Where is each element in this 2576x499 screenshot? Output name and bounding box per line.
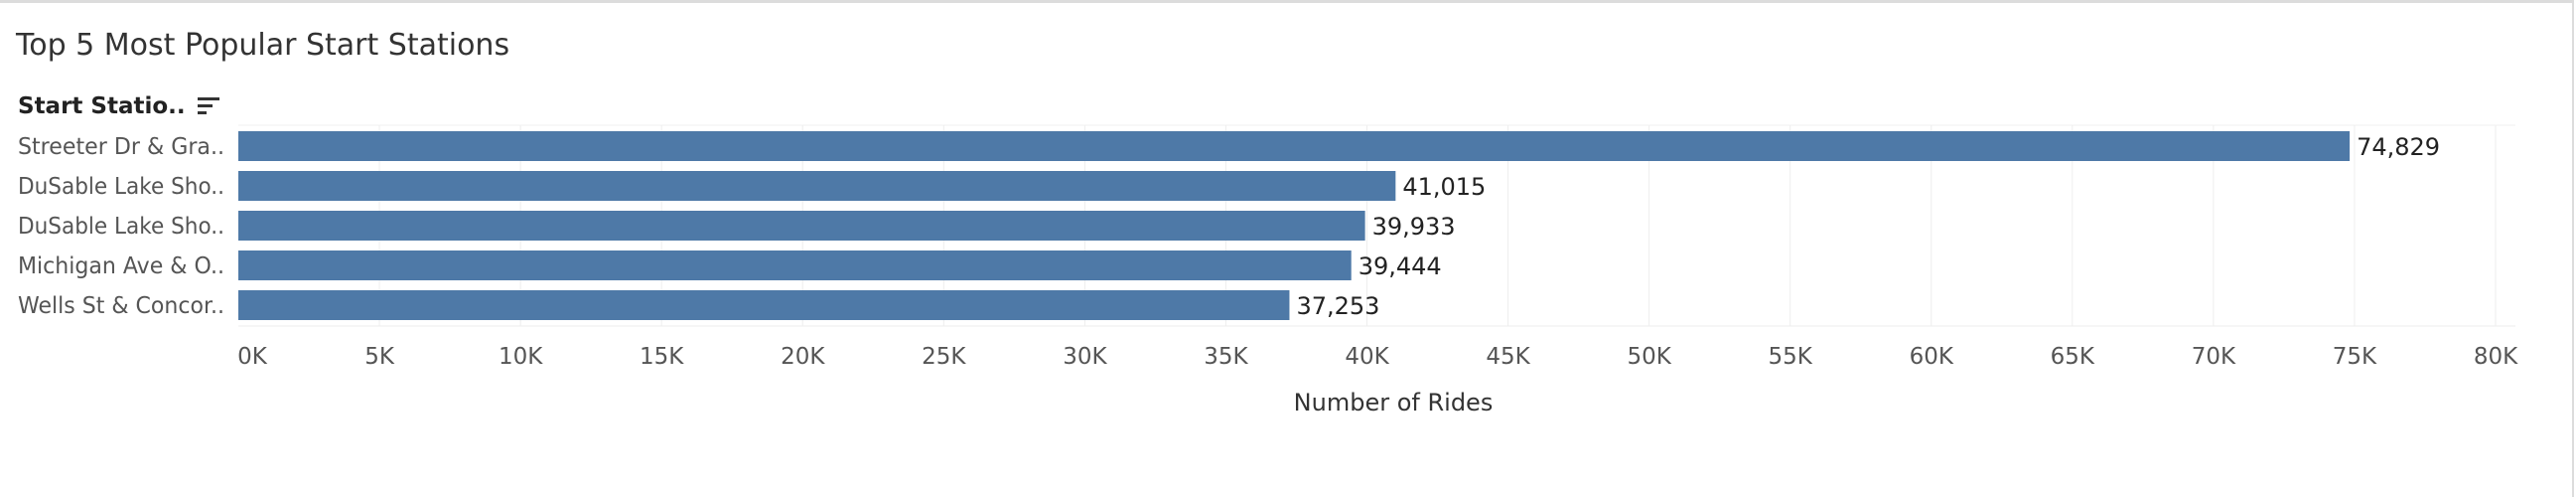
x-tick-label: 75K (2333, 344, 2377, 370)
row-header-label: Start Statio.. (18, 93, 186, 119)
x-tick-label: 80K (2474, 344, 2518, 370)
bar[interactable] (238, 211, 1365, 241)
bar-value-label: 39,933 (1372, 213, 1456, 241)
bar[interactable] (238, 290, 1290, 320)
x-tick-label: 55K (1769, 344, 1813, 370)
category-labels: Streeter Dr & Gra.. DuSable Lake Sho.. DuS… (18, 134, 224, 319)
x-tick-label: 65K (2051, 344, 2095, 370)
category-label[interactable]: Michigan Ave & O.. (18, 253, 224, 279)
x-tick-label: 40K (1345, 344, 1389, 370)
category-label[interactable]: DuSable Lake Sho.. (18, 174, 224, 200)
x-tick-label: 50K (1627, 344, 1671, 370)
bar-value-labels: 74,829 41,015 39,933 39,444 37,253 (1296, 133, 2440, 320)
bars (238, 131, 2351, 320)
x-tick-label: 0K (237, 344, 268, 370)
x-axis-ticks: 0K 5K 10K 15K 20K 25K 30K 35K 40K 45K 50K 55K 60K 65K… (237, 344, 2518, 370)
bar-value-label: 41,015 (1402, 173, 1486, 201)
x-tick-label: 45K (1486, 344, 1530, 370)
x-axis-label: Number of Rides (1294, 389, 1494, 416)
bar[interactable] (238, 131, 2351, 161)
chart-title: Top 5 Most Popular Start Stations (16, 28, 510, 63)
x-tick-label: 20K (781, 344, 825, 370)
bar-value-label: 37,253 (1296, 292, 1379, 320)
x-tick-label: 5K (364, 344, 395, 370)
x-tick-label: 15K (640, 344, 684, 370)
bar[interactable] (238, 250, 1352, 280)
category-label[interactable]: Streeter Dr & Gra.. (18, 134, 224, 160)
sort-descending-icon[interactable] (197, 96, 219, 116)
bar-value-label: 39,444 (1359, 252, 1442, 280)
category-label[interactable]: DuSable Lake Sho.. (18, 214, 224, 240)
x-tick-label: 60K (1910, 344, 1954, 370)
x-tick-label: 70K (2192, 344, 2236, 370)
x-tick-label: 25K (922, 344, 966, 370)
bar[interactable] (238, 171, 1396, 201)
category-label[interactable]: Wells St & Concor.. (18, 293, 224, 319)
row-header: Start Statio.. (18, 93, 219, 119)
x-tick-label: 30K (1063, 344, 1107, 370)
x-tick-label: 35K (1204, 344, 1248, 370)
x-tick-label: 10K (499, 344, 543, 370)
bar-value-label: 74,829 (2357, 133, 2440, 161)
